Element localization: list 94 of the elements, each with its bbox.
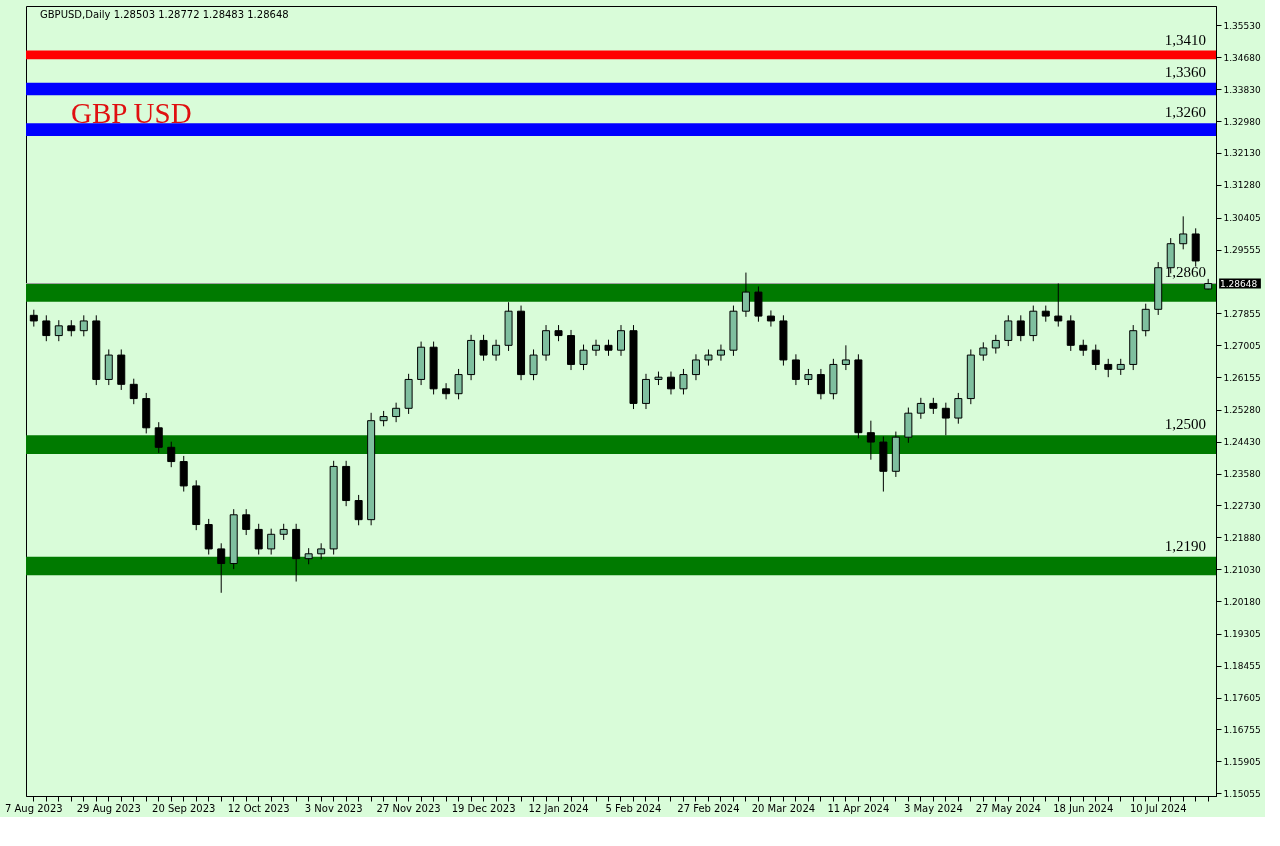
candlestick: [579, 344, 588, 371]
y-tick-label: 1.32980: [1223, 116, 1261, 127]
x-tick-label: 3 Nov 2023: [304, 802, 363, 814]
candlestick: [941, 402, 950, 436]
candlestick: [254, 523, 263, 556]
candlestick: [154, 421, 163, 454]
x-tick-label: 7 Aug 2023: [4, 802, 63, 814]
y-tick-label: 1.20180: [1223, 596, 1261, 607]
x-tick-label: 27 May 2024: [975, 802, 1041, 814]
candlestick: [479, 334, 488, 362]
y-tick-label: 1.21880: [1223, 532, 1261, 543]
y-tick-label: 1.33830: [1223, 84, 1261, 95]
band-label: 1,2500: [1164, 416, 1206, 433]
candlestick: [167, 441, 176, 468]
candlestick: [754, 285, 763, 323]
candlestick: [454, 368, 463, 400]
y-tick-label: 1.34680: [1223, 52, 1261, 63]
y-tick-label: 1.18455: [1223, 661, 1261, 672]
y-tick-label: 1.25280: [1223, 405, 1261, 416]
band-label: 1,2860: [1164, 264, 1206, 281]
x-tick-label: 3 May 2024: [903, 802, 963, 814]
candlestick: [691, 353, 700, 381]
y-tick-label: 1.26155: [1223, 372, 1261, 383]
candlestick: [1104, 358, 1113, 378]
y-tick-label: 1.22730: [1223, 500, 1261, 511]
candlestick: [1179, 215, 1188, 250]
y-tick-label: 1.23580: [1223, 469, 1261, 480]
y-tick-label: 1.15055: [1223, 788, 1261, 799]
x-tick-label: 29 Aug 2023: [76, 802, 141, 814]
candlestick: [991, 334, 1000, 355]
y-tick-label: 1.30405: [1223, 213, 1261, 224]
x-tick-label: 20 Sep 2023: [152, 802, 216, 814]
candlestick: [816, 368, 825, 400]
candlestick: [766, 309, 775, 328]
x-tick-label: 19 Dec 2023: [451, 802, 516, 814]
candlestick: [129, 378, 138, 405]
annotation: GBP USD: [71, 97, 192, 129]
x-tick-label: 27 Feb 2024: [677, 802, 740, 814]
x-tick-label: 27 Nov 2023: [376, 802, 441, 814]
y-tick-label: 1.35530: [1223, 21, 1261, 31]
x-tick-label: 18 Jun 2024: [1053, 802, 1114, 814]
candlestick: [354, 494, 363, 526]
y-tick-label: 1.27005: [1223, 340, 1261, 351]
band-label: 1,3410: [1164, 31, 1206, 48]
y-tick-label: 1.24430: [1223, 437, 1261, 448]
candlestick: [529, 348, 538, 381]
candlestick: [442, 382, 451, 400]
candlestick: [916, 397, 925, 420]
x-tick-label: 20 Mar 2024: [751, 802, 816, 814]
candlestick: [1054, 282, 1063, 328]
candlestick: [741, 272, 750, 318]
x-tick-label: 5 Feb 2024: [605, 802, 662, 814]
candlestick: [866, 420, 875, 461]
candlestick: [79, 314, 88, 337]
y-tick-label: 1.19305: [1223, 629, 1261, 640]
candlestick: [904, 407, 913, 444]
candlestick: [617, 324, 625, 357]
y-tick-label: 1.31280: [1223, 180, 1261, 191]
x-tick-label: 12 Jan 2024: [528, 802, 589, 814]
candlestick: [666, 371, 675, 395]
y-tick-label: 1.17605: [1223, 693, 1261, 704]
candlestick: [42, 314, 51, 342]
candlestick: [392, 402, 401, 423]
candlestick: [954, 392, 963, 425]
y-tick-label: 1.21030: [1223, 564, 1261, 575]
candlestick: [592, 339, 601, 357]
candlestick: [979, 341, 988, 362]
candlestick: [679, 368, 688, 395]
candlestick: [716, 344, 725, 362]
candlestick: [54, 319, 63, 342]
band-label: 1,3260: [1164, 104, 1206, 121]
candlestick: [791, 353, 800, 386]
candlestick: [841, 344, 850, 371]
y-tick-label: 1.15905: [1223, 756, 1261, 767]
candlestick: [492, 339, 501, 362]
y-tick-label: 1.32130: [1223, 148, 1261, 159]
candlestick: [641, 373, 650, 410]
band-label: 1,3360: [1164, 63, 1206, 80]
candlestick: [1004, 314, 1013, 347]
candlestick: [1141, 303, 1150, 337]
candlestick: [1091, 344, 1100, 371]
y-tick-label: 1.16755: [1223, 724, 1261, 735]
ref-line-label: 1.28648: [1220, 278, 1258, 289]
chart-title: GBPUSD,Daily 1.28503 1.28772 1.28483 1.28648: [40, 9, 289, 20]
band-label: 1,2190: [1164, 537, 1206, 554]
x-tick-label: 10 Jul 2024: [1129, 802, 1187, 814]
x-tick-label: 12 Oct 2023: [227, 802, 290, 814]
candlestick: [217, 542, 226, 594]
candlestick: [242, 508, 251, 536]
y-tick-label: 1.27855: [1223, 308, 1261, 319]
x-tick-label: 11 Apr 2024: [827, 802, 890, 814]
candlestick: [1016, 314, 1025, 342]
candlestick: [267, 528, 276, 556]
y-tick-label: 1.29555: [1223, 245, 1261, 256]
